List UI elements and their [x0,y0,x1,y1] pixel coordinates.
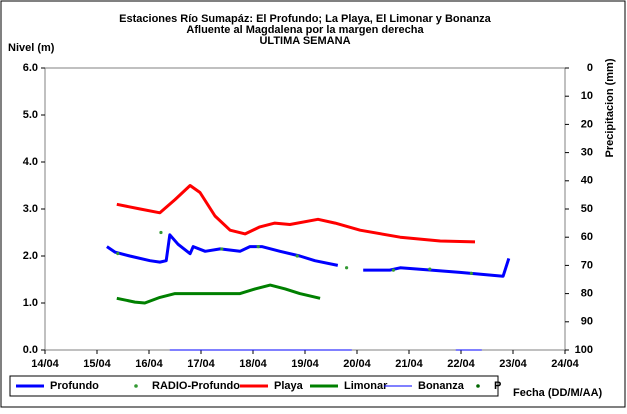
data-line [116,184,476,244]
x-tick-label: 22/04 [447,358,475,370]
x-tick-label: 24/04 [551,358,579,370]
x-tick-label: 15/04 [83,358,111,370]
x-tick-label: 23/04 [499,358,527,370]
y2-tick-label: 50 [581,203,593,215]
y-tick-label: 2.0 [23,250,38,262]
x-tick-label: 17/04 [187,358,215,370]
y-tick-label: 3.0 [23,203,38,215]
legend-label: P [494,380,501,392]
x-tick-label: 18/04 [239,358,267,370]
x-tick-label: 21/04 [395,358,423,370]
y2-axis-label: Precipitacion (mm) [604,58,616,157]
chart-subtitle: Afluente al Magdalena por la margen dere… [186,24,424,36]
legend-label: Playa [274,380,304,392]
legend-label: RADIO-Profundo [152,380,240,392]
data-point [256,245,260,249]
y2-tick-label: 70 [581,259,593,271]
y2-tick-label: 10 [581,90,593,102]
x-tick-label: 19/04 [291,358,319,370]
x-tick-label: 20/04 [343,358,371,370]
y2-tick-label: 80 [581,288,593,300]
data-point [428,267,432,271]
x-axis-label: Fecha (DD/M/AA) [513,387,603,399]
y2-tick-label: 60 [581,231,593,243]
legend-label: Profundo [50,380,99,392]
data-line [116,283,321,305]
legend-label: Limonar [344,380,388,392]
data-point [220,247,224,251]
y2-tick-label: 20 [581,118,593,130]
data-line [106,233,511,278]
x-tick-label: 16/04 [135,358,163,370]
y2-tick-label: 100 [575,344,593,356]
y2-tick-label: 30 [581,147,593,159]
data-point [345,266,349,270]
y-tick-label: 1.0 [23,297,38,309]
y2-tick-label: 0 [587,62,593,74]
chart-subtitle: ULTIMA SEMANA [259,35,350,47]
y-tick-label: 6.0 [23,62,38,74]
data-point [116,252,120,256]
y-axis-label: Nivel (m) [8,42,55,54]
y-tick-label: 5.0 [23,109,38,121]
y-tick-label: 4.0 [23,156,38,168]
y2-tick-label: 90 [581,316,593,328]
data-point [469,271,473,275]
legend-swatch [476,384,480,388]
x-tick-label: 14/04 [31,358,59,370]
y2-tick-label: 40 [581,175,593,187]
data-point [295,254,299,258]
legend-label: Bonanza [418,380,465,392]
data-point [391,268,395,272]
data-point [159,230,163,235]
legend-swatch [134,384,138,388]
y-tick-label: 0.0 [23,344,38,356]
chart-title: Estaciones Río Sumapáz: El Profundo; La … [119,13,492,25]
